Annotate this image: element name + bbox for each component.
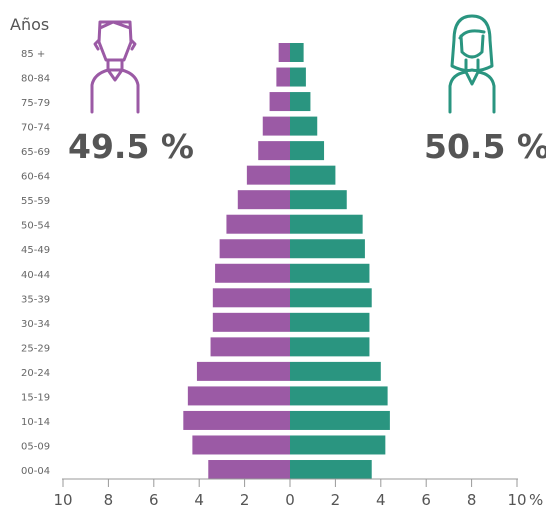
x-tick-label: 4 — [376, 491, 386, 509]
age-label: 80-84 — [21, 74, 50, 85]
bar-female-30-34 — [290, 312, 370, 332]
age-label: 30-34 — [21, 319, 50, 330]
bar-female-80-84 — [290, 67, 306, 87]
bar-male-20-24 — [196, 361, 290, 381]
bar-female-40-44 — [290, 263, 370, 283]
bar-female-55-59 — [290, 190, 347, 210]
bar-female-50-54 — [290, 214, 363, 234]
age-label: 20-24 — [21, 368, 50, 379]
x-tick-label: 4 — [194, 491, 204, 509]
bar-female-10-14 — [290, 410, 390, 430]
male-percentage: 49.5 % — [68, 127, 194, 166]
bar-female-35-39 — [290, 288, 372, 308]
x-tick-label: 0 — [285, 491, 295, 509]
x-tick-label: 2 — [240, 491, 250, 509]
age-label: 50-54 — [21, 221, 50, 232]
age-label: 60-64 — [21, 172, 50, 183]
bar-female-65-69 — [290, 141, 325, 161]
age-label: 05-09 — [21, 441, 50, 452]
bars-group — [183, 43, 390, 480]
x-tick-label: 2 — [331, 491, 341, 509]
bar-male-75-79 — [269, 92, 290, 112]
bar-male-80-84 — [276, 67, 290, 87]
x-tick-label: 6 — [149, 491, 159, 509]
bar-male-05-09 — [192, 435, 290, 455]
bar-female-05-09 — [290, 435, 386, 455]
y-axis-title: Años — [10, 15, 49, 34]
bar-male-25-29 — [210, 337, 290, 357]
age-label: 15-19 — [21, 392, 50, 403]
x-tick-label: 10 — [507, 491, 526, 509]
bar-male-15-19 — [187, 386, 290, 406]
age-labels-group: 00-04 05-09 10-14 15-19 20-24 25-29 30-34 35-39… — [21, 49, 50, 477]
bar-female-70-74 — [290, 116, 318, 136]
x-tick-label: 10 — [53, 491, 72, 509]
bar-male-35-39 — [212, 288, 290, 308]
age-label: 00-04 — [21, 466, 50, 477]
bar-female-20-24 — [290, 361, 381, 381]
age-label: 10-14 — [21, 417, 50, 428]
bar-male-60-64 — [246, 165, 290, 185]
bar-male-30-34 — [212, 312, 290, 332]
age-label: 75-79 — [21, 98, 50, 109]
x-tick-label: 8 — [104, 491, 114, 509]
bar-male-85 — [278, 43, 290, 62]
female-percentage: 50.5 % — [424, 127, 546, 166]
age-label: 55-59 — [21, 196, 50, 207]
age-label: 35-39 — [21, 294, 50, 305]
bar-female-15-19 — [290, 386, 388, 406]
age-label: 70-74 — [21, 123, 50, 134]
age-label: 65-69 — [21, 147, 50, 158]
man-icon — [90, 20, 140, 114]
bar-female-75-79 — [290, 92, 311, 112]
age-label: 45-49 — [21, 245, 50, 256]
age-label: 40-44 — [21, 270, 50, 281]
x-axis: 10 8 6 4 2 0 2 4 6 8 10% — [53, 478, 543, 509]
bar-male-00-04 — [208, 460, 290, 480]
bar-male-55-59 — [237, 190, 290, 210]
bar-female-45-49 — [290, 239, 365, 259]
woman-icon — [448, 14, 496, 114]
bar-female-25-29 — [290, 337, 370, 357]
bar-male-50-54 — [226, 214, 290, 234]
age-label: 85 + — [21, 49, 45, 60]
bar-male-40-44 — [215, 263, 290, 283]
bar-male-45-49 — [219, 239, 290, 259]
bar-male-65-69 — [258, 141, 290, 161]
bar-male-10-14 — [183, 410, 290, 430]
x-axis-unit: % — [529, 491, 543, 509]
x-tick-label: 6 — [421, 491, 431, 509]
bar-male-70-74 — [262, 116, 290, 136]
age-label: 25-29 — [21, 343, 50, 354]
bar-female-00-04 — [290, 460, 372, 480]
x-tick-label: 8 — [467, 491, 477, 509]
bar-female-60-64 — [290, 165, 336, 185]
bar-female-85 — [290, 43, 304, 62]
